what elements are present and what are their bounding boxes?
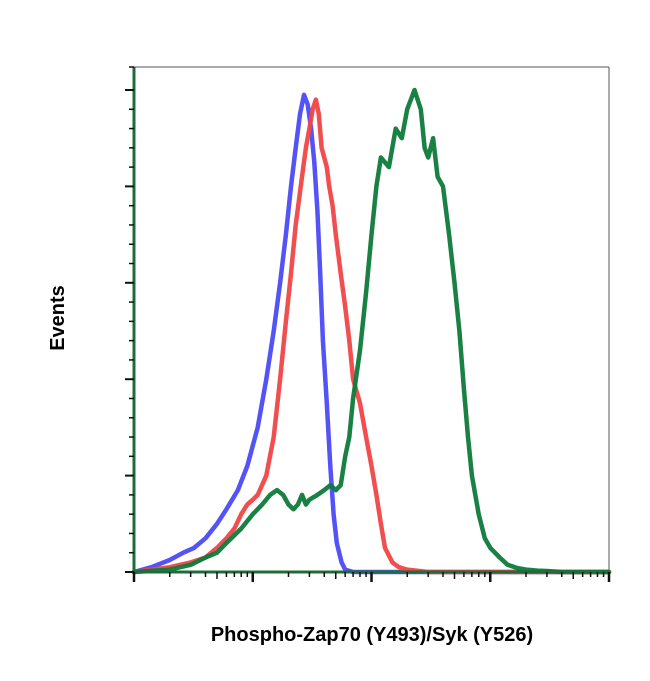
series-line-2 <box>131 97 612 575</box>
plot-frame <box>134 66 610 572</box>
series-line-1 <box>131 92 612 575</box>
x-axis-label: Phospho-Zap70 (Y493)/Syk (Y526) <box>211 624 533 646</box>
axes <box>125 66 611 582</box>
series-layer <box>131 87 612 575</box>
series-line-3 <box>131 87 612 575</box>
y-axis-label: Events <box>47 285 69 351</box>
